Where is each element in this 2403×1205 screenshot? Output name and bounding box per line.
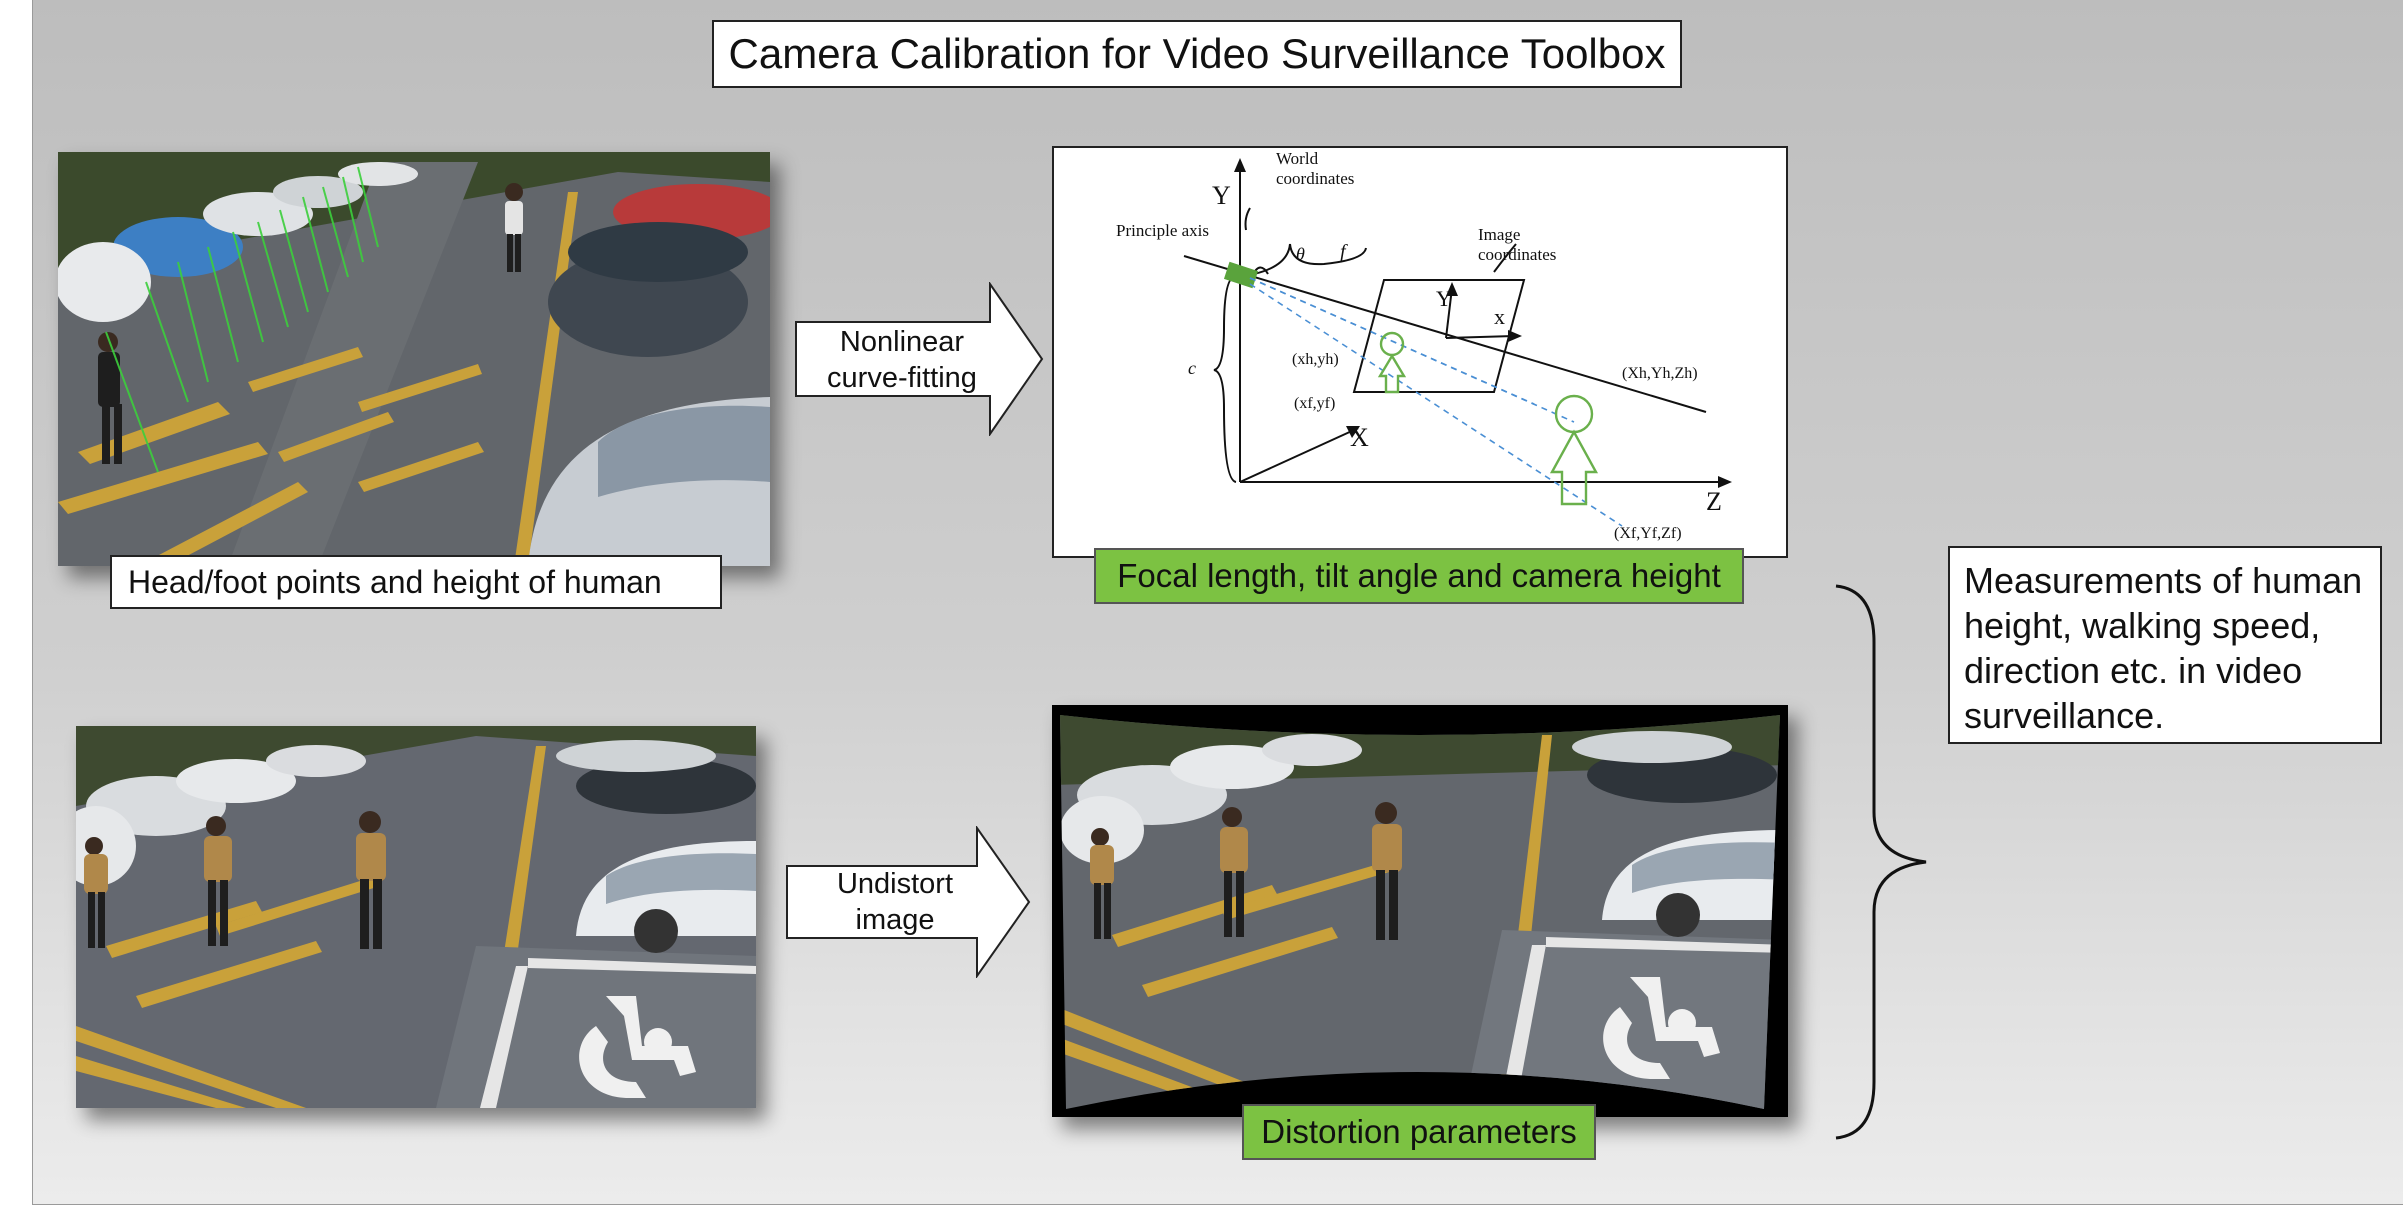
image-coords-label-2: coordinates (1478, 245, 1556, 264)
world-label-1: World (1276, 149, 1319, 168)
arrow-nonlinear-line2: curve-fitting (827, 362, 977, 394)
arrow-undistort-line1: Undistort (836, 868, 954, 900)
brace-icon (1835, 584, 1927, 1140)
focal-f-label: f (1340, 241, 1348, 263)
world-label-2: coordinates (1276, 169, 1354, 188)
theta-label: θ (1296, 244, 1305, 264)
image-y-label: Y (1436, 286, 1452, 311)
image-coords-label-1: Image (1478, 225, 1520, 244)
y-axis-label: Y (1212, 181, 1231, 210)
arrow-nonlinear (795, 282, 1044, 436)
page-title: Camera Calibration for Video Surveillanc… (712, 20, 1682, 88)
height-c-label: c (1188, 358, 1196, 378)
distorted-photo (76, 726, 756, 1108)
foot-image-point-label: (xf,yf) (1294, 395, 1335, 412)
arrow-nonlinear-label: Nonlinear curve-fitting (806, 324, 998, 396)
caption-focal-tilt-height: Focal length, tilt angle and camera heig… (1094, 548, 1744, 604)
z-axis-label: Z (1706, 487, 1722, 516)
measurements-text: Measurements of human height, walking sp… (1948, 546, 2382, 744)
arrow-undistort-label: Undistort image (800, 866, 990, 938)
image-x-label: x (1494, 304, 1505, 329)
undistorted-photo (1052, 705, 1788, 1117)
head-image-point-label: (xh,yh) (1292, 351, 1339, 368)
x-axis-label: X (1350, 423, 1369, 452)
arrow-nonlinear-line1: Nonlinear (839, 326, 965, 358)
foot-world-point-label: (Xf,Yf,Zf) (1614, 525, 1682, 542)
principle-axis-label: Principle axis (1116, 221, 1209, 240)
arrow-undistort (786, 826, 1031, 978)
arrow-undistort-line2: image (855, 904, 935, 936)
caption-head-foot: Head/foot points and height of human (110, 555, 722, 609)
caption-distortion-parameters: Distortion parameters (1242, 1104, 1596, 1160)
head-world-point-label: (Xh,Yh,Zh) (1622, 365, 1698, 382)
calibration-photo (58, 152, 770, 566)
camera-model-diagram: Y X Z World coordinates Principle axis θ… (1052, 146, 1788, 558)
